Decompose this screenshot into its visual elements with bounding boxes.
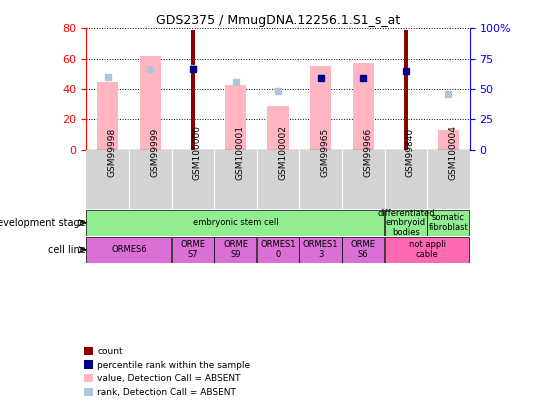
- Text: ORME
S6: ORME S6: [351, 241, 376, 259]
- Text: GSM99999: GSM99999: [150, 128, 159, 177]
- Bar: [225, 85, 246, 150]
- Text: embryonic stem cell: embryonic stem cell: [193, 218, 278, 227]
- Text: development stage: development stage: [0, 218, 85, 228]
- Title: GDS2375 / MmugDNA.12256.1.S1_s_at: GDS2375 / MmugDNA.12256.1.S1_s_at: [156, 14, 400, 27]
- Bar: [384, 237, 469, 263]
- Bar: [342, 237, 384, 263]
- Text: ORMES1
0: ORMES1 0: [260, 241, 296, 259]
- Bar: [299, 237, 342, 263]
- Text: GSM99840: GSM99840: [406, 128, 415, 177]
- Bar: [86, 210, 384, 236]
- Text: GSM100001: GSM100001: [235, 125, 245, 180]
- Bar: [353, 63, 374, 150]
- Bar: [140, 55, 161, 150]
- Bar: [97, 81, 118, 150]
- Text: ORME
S7: ORME S7: [180, 241, 205, 259]
- Bar: [404, 30, 408, 150]
- Bar: [267, 106, 289, 150]
- Bar: [214, 237, 256, 263]
- Bar: [310, 66, 332, 150]
- Bar: [172, 237, 214, 263]
- Text: ORME
S9: ORME S9: [223, 241, 248, 259]
- Bar: [427, 210, 469, 236]
- Text: GSM99966: GSM99966: [363, 128, 372, 177]
- Bar: [257, 237, 299, 263]
- Text: GSM99965: GSM99965: [321, 128, 330, 177]
- Text: cell line: cell line: [48, 245, 85, 255]
- Text: differentiated
embryoid
bodies: differentiated embryoid bodies: [377, 209, 435, 237]
- Text: GSM100002: GSM100002: [278, 126, 287, 180]
- Text: GSM100000: GSM100000: [193, 125, 202, 180]
- Bar: [438, 130, 459, 150]
- Text: ORMES1
3: ORMES1 3: [303, 241, 339, 259]
- Text: GSM100004: GSM100004: [449, 126, 457, 180]
- Legend: count, percentile rank within the sample, value, Detection Call = ABSENT, rank, : count, percentile rank within the sample…: [80, 343, 254, 401]
- Bar: [191, 30, 194, 150]
- Text: somatic
fibroblast: somatic fibroblast: [429, 213, 468, 232]
- Text: GSM99998: GSM99998: [107, 128, 117, 177]
- Bar: [384, 210, 427, 236]
- Text: not appli
cable: not appli cable: [409, 241, 446, 259]
- Text: ORMES6: ORMES6: [111, 245, 147, 254]
- Bar: [86, 237, 171, 263]
